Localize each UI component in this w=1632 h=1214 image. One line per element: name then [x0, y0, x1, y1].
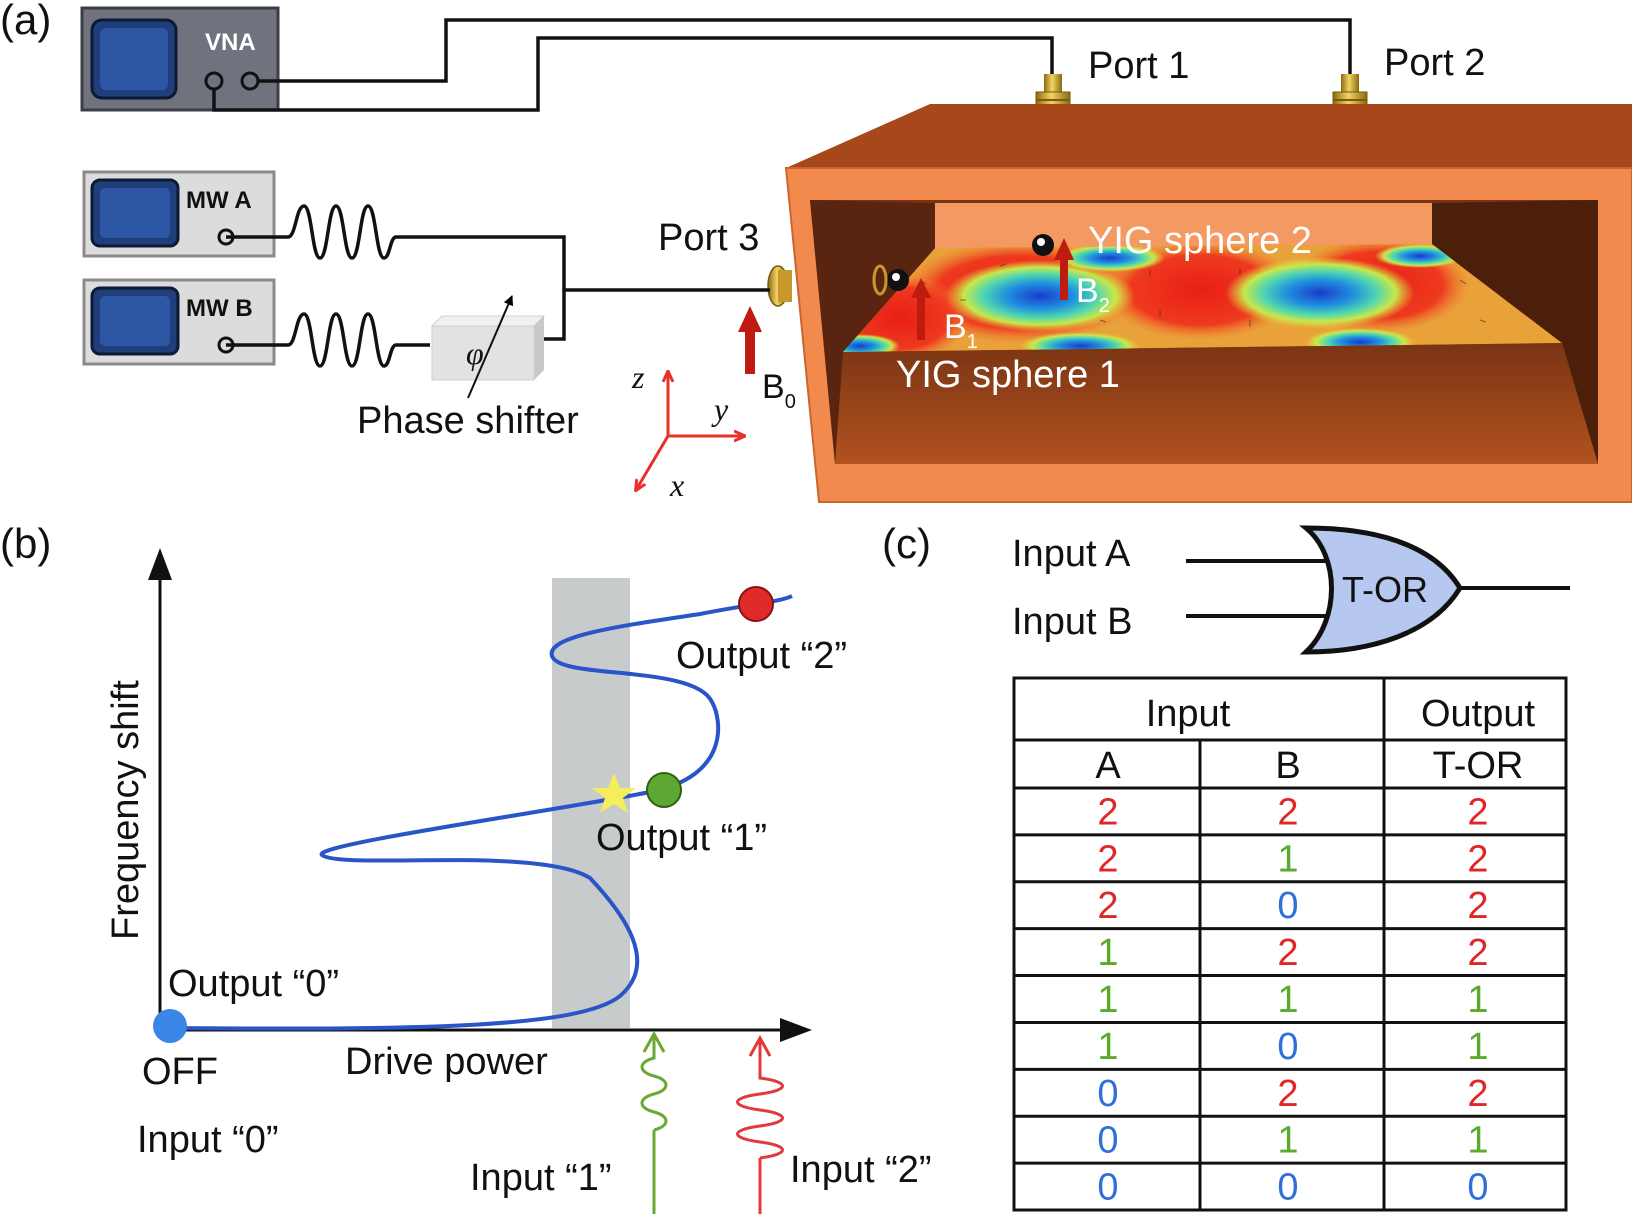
input-2-label: Input “2” — [790, 1149, 932, 1191]
input-1-label: Input “1” — [470, 1157, 612, 1199]
b2-arrow — [1054, 238, 1074, 300]
table-cell: 1 — [1097, 979, 1118, 1021]
table-cell: 1 — [1097, 932, 1118, 974]
col-out-header: T-OR — [1433, 745, 1524, 787]
b0-arrow — [738, 306, 762, 374]
port-1-label: Port 1 — [1088, 45, 1189, 87]
output-1-label: Output “1” — [596, 817, 767, 859]
table-cell: 0 — [1097, 1073, 1118, 1115]
output-2-dot — [738, 586, 774, 622]
table-cell: 2 — [1097, 791, 1118, 833]
output-0-label: Output “0” — [168, 963, 339, 1005]
input-2-signal — [736, 1034, 784, 1214]
table-cell: 1 — [1467, 1026, 1488, 1068]
table-cell: 1 — [1467, 979, 1488, 1021]
b0-label: B0 — [762, 368, 796, 413]
phi-label: φ — [466, 335, 484, 371]
off-label: OFF — [142, 1051, 218, 1093]
panel-c-label: (c) — [882, 520, 931, 567]
gate-label: T-OR — [1342, 569, 1428, 610]
input-1-signal — [640, 1030, 668, 1214]
coordinate-axes — [636, 372, 744, 490]
table-cell: 1 — [1467, 1120, 1488, 1162]
port-3-connector — [767, 264, 888, 307]
table-cell: 2 — [1097, 885, 1118, 927]
panel-b-label: (b) — [0, 520, 51, 567]
output-0-dot — [153, 1009, 187, 1043]
phase-shifter: φ — [430, 295, 546, 399]
mw-a-instrument: MW A — [82, 170, 276, 258]
yig-sphere-1-label: YIG sphere 1 — [896, 354, 1120, 396]
table-cell: 0 — [1097, 1167, 1118, 1209]
star-marker — [592, 773, 636, 813]
t-or-gate: T-OR — [1186, 525, 1570, 655]
table-cell: 2 — [1277, 791, 1298, 833]
b2-label: B2 — [1076, 272, 1110, 317]
table-cell: 2 — [1467, 838, 1488, 880]
table-cell: 2 — [1467, 1073, 1488, 1115]
table-cell: 0 — [1097, 1120, 1118, 1162]
y-axis-label: Frequency shift — [105, 680, 147, 940]
yig-sphere-2-label: YIG sphere 2 — [1088, 220, 1312, 262]
output-2-label: Output “2” — [676, 635, 847, 677]
vna-cables — [212, 18, 1352, 112]
table-cell: 1 — [1277, 979, 1298, 1021]
table-cell: 0 — [1467, 1167, 1488, 1209]
vna-instrument: VNA — [80, 6, 280, 112]
yig-sphere-2 — [1032, 234, 1054, 256]
output-1-dot — [646, 772, 682, 808]
axis-x-label: x — [669, 467, 684, 503]
mw-a-label: MW A — [186, 187, 252, 214]
response-curve — [171, 594, 793, 1031]
table-cell: 1 — [1277, 838, 1298, 880]
truth-table: Input Output A B T-OR 2 2 2 2 1 2 2 0 2 1 2 2 1 1 1 1 0 1… — [1012, 676, 1568, 1212]
col-b-header: B — [1275, 745, 1300, 787]
axis-z-label: z — [631, 359, 645, 395]
table-cell: 2 — [1467, 932, 1488, 974]
input-0-label: Input “0” — [137, 1119, 279, 1161]
table-cell: 0 — [1277, 1026, 1298, 1068]
table-cell: 2 — [1097, 838, 1118, 880]
table-cell: 1 — [1097, 1026, 1118, 1068]
mw-b-label: MW B — [186, 295, 253, 322]
header-input: Input — [1146, 693, 1231, 735]
table-cell: 0 — [1277, 1167, 1298, 1209]
input-b-label: Input B — [1012, 601, 1132, 643]
vna-label: VNA — [205, 29, 256, 56]
table-cell: 0 — [1277, 885, 1298, 927]
port-2-label: Port 2 — [1384, 42, 1485, 84]
port-3-label: Port 3 — [658, 217, 759, 259]
input-a-label: Input A — [1012, 533, 1131, 575]
table-cell: 2 — [1277, 1073, 1298, 1115]
mw-b-instrument: MW B — [82, 278, 276, 366]
table-cell: 1 — [1277, 1120, 1298, 1162]
phase-shifter-label: Phase shifter — [357, 400, 579, 442]
x-axis-label: Drive power — [345, 1041, 548, 1083]
axis-y-label: y — [711, 391, 729, 427]
col-a-header: A — [1095, 745, 1121, 787]
header-output: Output — [1421, 693, 1536, 735]
table-cell: 2 — [1467, 791, 1488, 833]
table-cell: 2 — [1467, 885, 1488, 927]
panel-a-label: (a) — [0, 0, 51, 43]
field-sheet — [843, 244, 1562, 352]
yig-sphere-1 — [887, 269, 909, 291]
mw-cables — [226, 204, 770, 368]
b1-arrow — [911, 278, 931, 340]
table-cell: 2 — [1277, 932, 1298, 974]
b1-label: B1 — [944, 308, 978, 353]
